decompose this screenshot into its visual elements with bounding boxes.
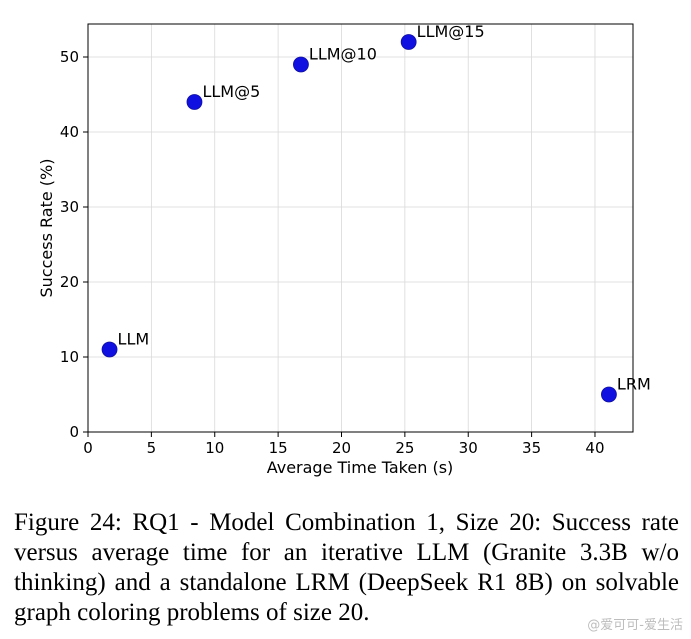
scatter-chart: 0 5 10 15 20 25 30 35 40 0 10 20 30 40 50 LLM LLM@5 LLM@…: [37, 22, 651, 477]
x-tick-label: 0: [83, 439, 93, 457]
x-tick-label: 5: [147, 439, 157, 457]
point-label: LLM@10: [309, 45, 377, 64]
y-tick-label: 20: [60, 273, 79, 291]
point-label: LLM: [118, 330, 150, 349]
plot-frame: [87, 23, 634, 433]
x-tick-label: 15: [269, 439, 288, 457]
data-point: [400, 34, 417, 50]
point-label: LLM@5: [202, 82, 260, 101]
x-tick-label: 40: [585, 439, 604, 457]
y-tick-label: 50: [60, 48, 79, 66]
y-tick-label: 30: [60, 198, 79, 216]
y-axis-label: Success Rate (%): [37, 159, 56, 298]
data-point: [601, 386, 617, 403]
data-point: [186, 94, 203, 110]
axis-ticks: 0 5 10 15 20 25 30 35 40 0 10 20 30 40 50: [60, 48, 605, 457]
y-tick-label: 40: [60, 123, 79, 141]
point-label: LRM: [617, 375, 651, 394]
data-point: [293, 56, 309, 73]
x-axis-label: Average Time Taken (s): [267, 458, 454, 477]
watermark: @爱可可-爱生活: [587, 618, 683, 633]
point-label: LLM@15: [417, 22, 485, 41]
y-tick-label: 0: [69, 423, 79, 441]
x-tick-label: 20: [332, 439, 351, 457]
x-tick-label: 35: [522, 439, 541, 457]
data-points: LLM LLM@5 LLM@10 LLM@15 LRM: [101, 22, 651, 403]
y-tick-label: 10: [60, 348, 79, 366]
x-tick-label: 10: [205, 439, 224, 457]
grid: [87, 24, 633, 433]
figure-caption: Figure 24: RQ1 - Model Combination 1, Si…: [14, 509, 679, 626]
x-tick-label: 30: [459, 439, 478, 457]
x-tick-label: 25: [395, 439, 414, 457]
data-point: [101, 341, 118, 358]
